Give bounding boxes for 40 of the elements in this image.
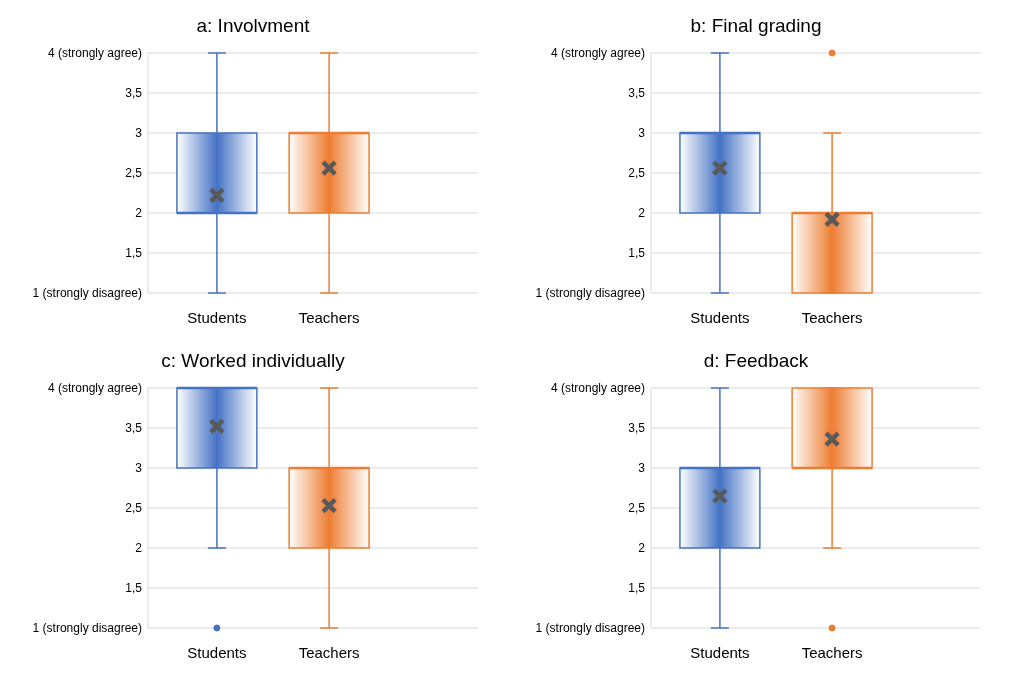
y-tick-label: 1 (strongly disagree) bbox=[535, 621, 645, 636]
y-tick-label: 2 bbox=[638, 206, 646, 221]
y-tick-label: 2 bbox=[135, 206, 143, 221]
y-tick-label: 3,5 bbox=[628, 421, 646, 436]
y-tick-label: 1,5 bbox=[628, 581, 646, 596]
chart-title: a: Involvment bbox=[196, 15, 311, 36]
y-tick-label: 2,5 bbox=[628, 501, 646, 516]
x-tick-label: Students bbox=[690, 309, 750, 326]
chart-title: b: Final grading bbox=[690, 15, 822, 36]
y-tick-label: 2 bbox=[135, 541, 143, 556]
y-tick-label: 4 (strongly agree) bbox=[47, 46, 142, 61]
y-tick-label: 4 (strongly agree) bbox=[550, 46, 645, 61]
y-tick-label: 1 (strongly disagree) bbox=[32, 621, 142, 636]
x-tick-label: Students bbox=[690, 644, 750, 661]
y-tick-label: 2,5 bbox=[125, 501, 143, 516]
y-tick-label: 1,5 bbox=[125, 246, 143, 261]
y-tick-label: 2,5 bbox=[628, 166, 646, 181]
y-tick-label: 1,5 bbox=[125, 581, 143, 596]
y-tick-label: 4 (strongly agree) bbox=[47, 381, 142, 396]
chart-title: d: Feedback bbox=[703, 350, 809, 371]
y-tick-label: 4 (strongly agree) bbox=[550, 381, 645, 396]
y-tick-label: 2,5 bbox=[125, 166, 143, 181]
x-tick-label: Students bbox=[187, 309, 247, 326]
y-tick-label: 3 bbox=[135, 461, 143, 476]
y-tick-label: 1 (strongly disagree) bbox=[535, 286, 645, 301]
x-tick-label: Teachers bbox=[298, 309, 360, 326]
y-tick-label: 2 bbox=[638, 541, 646, 556]
y-tick-label: 3,5 bbox=[628, 86, 646, 101]
x-tick-label: Students bbox=[187, 644, 247, 661]
y-tick-label: 3 bbox=[638, 461, 646, 476]
y-tick-label: 1,5 bbox=[628, 246, 646, 261]
chart-title: c: Worked individually bbox=[161, 350, 346, 371]
y-tick-label: 3,5 bbox=[125, 86, 143, 101]
y-tick-label: 3 bbox=[135, 126, 143, 141]
y-tick-label: 3,5 bbox=[125, 421, 143, 436]
y-tick-label: 3 bbox=[638, 126, 646, 141]
x-tick-label: Teachers bbox=[801, 309, 863, 326]
x-tick-label: Teachers bbox=[801, 644, 863, 661]
x-tick-label: Teachers bbox=[298, 644, 360, 661]
y-tick-label: 1 (strongly disagree) bbox=[32, 286, 142, 301]
